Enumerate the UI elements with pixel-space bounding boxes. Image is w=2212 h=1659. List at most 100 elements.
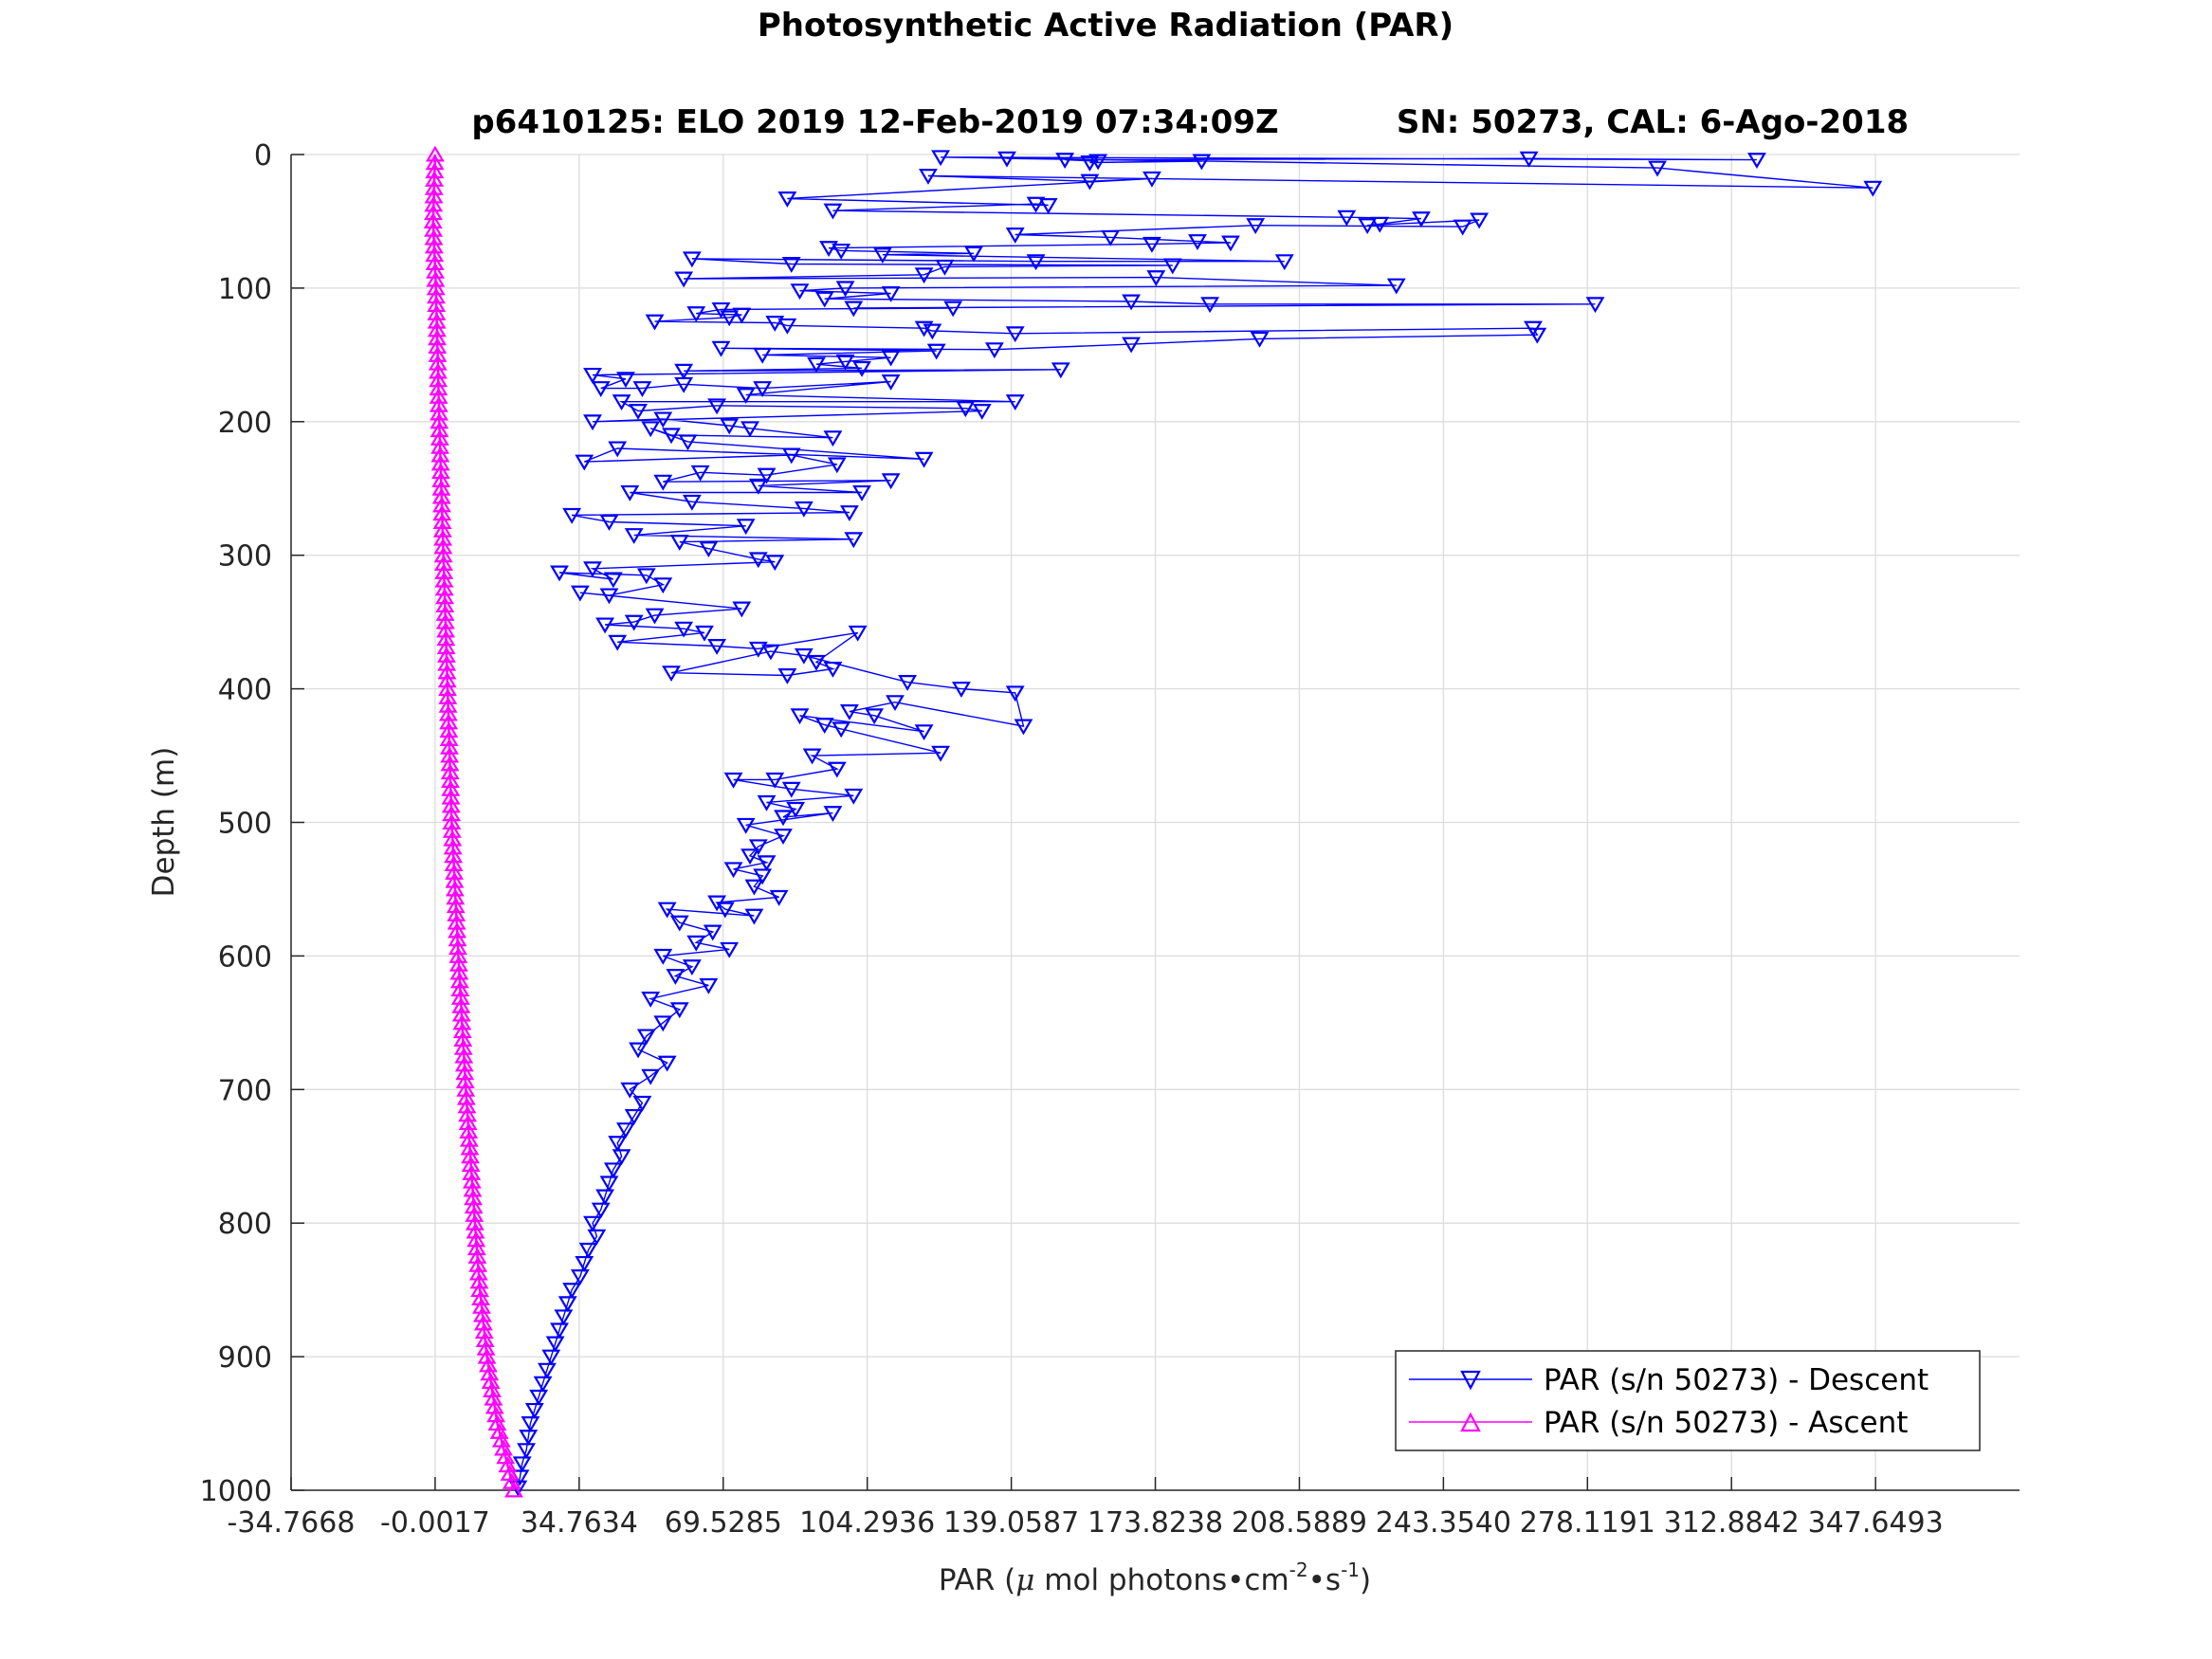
descent-point [931,745,950,762]
descent-point [1519,151,1539,168]
descent-point [550,1322,569,1340]
descent-point [802,748,822,765]
ascent-point [424,204,443,221]
ascent-point [427,320,447,337]
ascent-point [427,287,446,304]
ascent-point [472,1297,491,1314]
descent-point [674,376,694,393]
descent-point [674,621,694,638]
descent-point [1146,270,1166,286]
descent-point [674,271,694,288]
ascent-point [451,1005,471,1022]
descent-point [517,1443,536,1460]
ascent-point [439,730,459,746]
ascent-point [462,1172,482,1189]
ascent-point [438,696,458,713]
descent-point [1274,254,1294,271]
y-tick-label: 700 [218,1074,272,1107]
descent-point [757,467,777,484]
descent-point [678,434,698,451]
descent-point [616,1122,635,1139]
descent-point [753,347,773,364]
descent-point [943,301,963,318]
descent-point [570,1269,590,1285]
ascent-point [464,1197,484,1214]
descent-point [807,654,826,671]
descent-point [748,478,768,495]
descent-point [777,318,797,335]
ascent-point [443,830,463,847]
ascent-point [440,746,460,763]
ascent-point [440,755,460,772]
descent-point [624,528,644,544]
descent-point [558,1296,577,1313]
descent-line [517,156,1874,1488]
descent-point [914,267,934,284]
descent-point [956,401,976,418]
ascent-point [442,813,462,830]
y-tick-label: 400 [218,674,272,707]
ascent-point [441,779,461,796]
ascent-point [447,913,466,930]
descent-point [984,342,1004,359]
x-label-bullet-1: • [1227,1563,1244,1597]
ascent-point [435,612,455,629]
ascent-point [470,1281,490,1298]
x-tick-label: -0.0017 [380,1506,490,1540]
x-tick-label: 347.6493 [1808,1506,1944,1540]
descent-point [881,350,901,367]
ascent-point [475,1331,495,1347]
x-tick-label: 278.1191 [1520,1506,1655,1540]
ascent-point [430,421,449,438]
ascent-point [481,1373,501,1390]
descent-point [632,381,652,397]
descent-point [923,323,942,340]
descent-point [881,374,901,391]
ascent-point [443,838,463,855]
descent-point [881,286,901,302]
ascent-point [423,212,443,228]
descent-point [835,281,855,298]
descent-point [914,451,934,468]
ascent-point [431,479,451,496]
ascent-point [441,796,461,813]
descent-point [641,991,661,1008]
descent-point [575,1255,594,1272]
descent-point [599,588,619,605]
ascent-point [425,162,445,179]
descent-point [736,817,756,834]
descent-point [616,372,635,389]
descent-point [997,151,1016,168]
descent-point [744,908,764,925]
descent-point [823,430,843,447]
ascent-point [431,487,451,504]
x-label-mu: μ [1015,1563,1034,1597]
descent-point [603,1162,623,1179]
ascent-point [425,254,445,270]
x-label-exp1: -2 [1289,1559,1308,1581]
ascent-point [438,704,458,721]
ascent-point [439,713,459,730]
descent-point [769,889,789,906]
descent-point [1143,171,1161,188]
descent-point [662,665,681,683]
x-label-pre: PAR ( [939,1563,1015,1597]
descent-point [533,1376,553,1393]
descent-point [624,614,644,631]
ascent-point [453,1030,473,1047]
ascent-point [435,604,455,621]
x-tick-label: 69.5285 [665,1506,782,1540]
ascent-point [438,688,458,704]
descent-point [840,704,859,720]
descent-point [669,1002,689,1019]
y-tick-label: 800 [218,1208,272,1241]
ascent-point [448,947,468,963]
descent-point [657,902,677,919]
legend-descent-label: PAR (s/n 50273) - Descent [1544,1363,1929,1397]
descent-point [562,507,582,524]
ascent-point [449,963,469,980]
ascent-point [430,429,449,446]
y-tick-label: 0 [254,139,272,173]
descent-point [612,394,631,411]
chart-title: Photosynthetic Active Radiation (PAR) [758,7,1453,45]
